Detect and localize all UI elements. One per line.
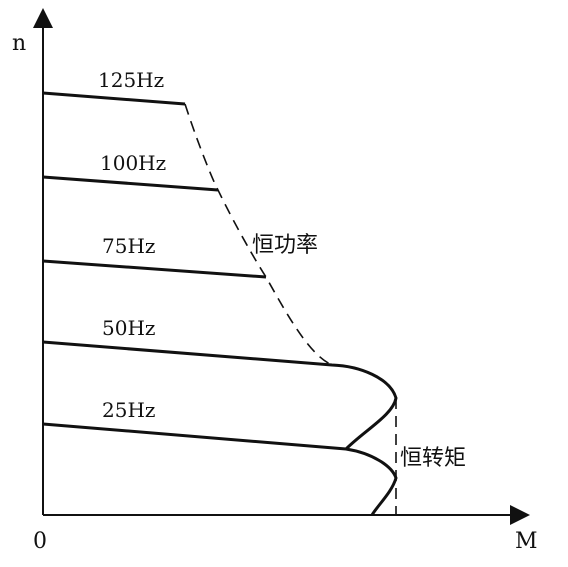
constant-torque-label: 恒转矩 — [400, 446, 466, 471]
curve-125hz-line — [42, 91, 186, 106]
curve-100hz-label: 100Hz — [100, 151, 166, 175]
constant-power-label: 恒功率 — [252, 233, 318, 258]
origin-label: 0 — [33, 529, 47, 554]
x-axis-label: M — [515, 529, 538, 554]
y-axis-label: n — [12, 31, 26, 56]
curve-50hz-line — [42, 340, 398, 451]
curve-100hz-line — [42, 175, 219, 192]
constant-power-boundary — [184, 103, 333, 366]
curve-25hz-line — [42, 422, 398, 516]
curve-125hz-label: 125Hz — [98, 68, 164, 92]
curve-75hz-line — [42, 259, 267, 279]
curve-75hz-label: 75Hz — [102, 234, 155, 258]
curve-25hz-label: 25Hz — [102, 398, 155, 422]
curve-50hz-label: 50Hz — [102, 316, 155, 340]
